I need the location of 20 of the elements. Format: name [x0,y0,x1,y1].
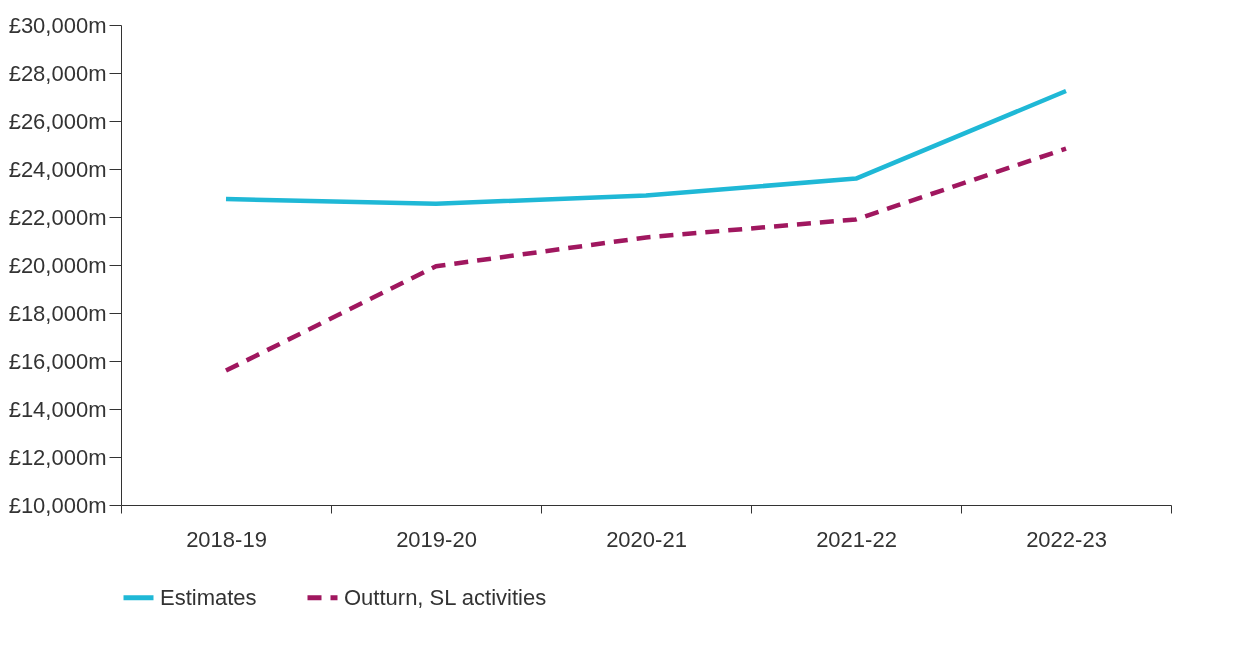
y-tick-label: £30,000m [8,12,107,38]
line-series [223,88,1069,207]
legend-label: Estimates [160,584,257,610]
x-tick-label: 2018-19 [186,526,267,552]
y-tick-label: £18,000m [8,300,107,326]
x-tick-label: 2019-20 [396,526,477,552]
y-tick-label: £24,000m [8,156,107,182]
y-tick-label: £10,000m [8,492,107,518]
x-tick-label: 2022-23 [1026,526,1107,552]
legend-label: Outturn, SL activities [344,584,547,610]
x-tick-label: 2021-22 [816,526,897,552]
y-tick-label: £12,000m [8,444,107,470]
y-tick-label: £16,000m [8,348,107,374]
line-series [223,146,1069,373]
y-tick-label: £26,000m [8,108,107,134]
y-tick-label: £14,000m [8,396,107,422]
y-tick-label: £20,000m [8,252,107,278]
y-tick-label: £28,000m [8,60,107,86]
y-tick-label: £22,000m [8,204,107,230]
x-tick-label: 2020-21 [606,526,687,552]
